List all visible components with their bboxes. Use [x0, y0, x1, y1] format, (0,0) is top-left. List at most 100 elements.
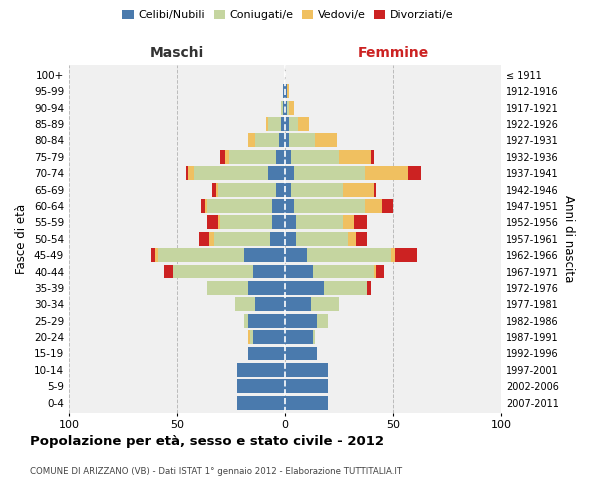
- Bar: [395, 248, 417, 262]
- Bar: [289, 100, 293, 114]
- Bar: [268, 166, 285, 180]
- Text: Maschi: Maschi: [150, 46, 204, 60]
- Bar: [281, 100, 283, 114]
- Bar: [289, 117, 298, 131]
- Bar: [311, 298, 339, 312]
- Bar: [188, 166, 194, 180]
- Y-axis label: Anni di nascita: Anni di nascita: [562, 195, 575, 282]
- Bar: [283, 84, 285, 98]
- Bar: [270, 232, 285, 245]
- Bar: [201, 199, 205, 213]
- Bar: [365, 199, 382, 213]
- Bar: [343, 182, 374, 196]
- Bar: [255, 298, 285, 312]
- Bar: [285, 134, 289, 147]
- Bar: [292, 150, 339, 164]
- Bar: [164, 264, 173, 278]
- Text: COMUNE DI ARIZZANO (VB) - Dati ISTAT 1° gennaio 2012 - Elaborazione TUTTITALIA.I: COMUNE DI ARIZZANO (VB) - Dati ISTAT 1° …: [30, 468, 402, 476]
- Bar: [207, 216, 218, 230]
- Bar: [224, 150, 229, 164]
- Text: Femmine: Femmine: [358, 46, 428, 60]
- Bar: [285, 150, 292, 164]
- Bar: [229, 150, 277, 164]
- Bar: [374, 182, 376, 196]
- Bar: [218, 216, 220, 230]
- Bar: [272, 199, 285, 213]
- Bar: [220, 150, 224, 164]
- Bar: [283, 100, 285, 114]
- Bar: [356, 232, 367, 245]
- Bar: [285, 182, 292, 196]
- Bar: [253, 264, 285, 278]
- Y-axis label: Fasce di età: Fasce di età: [16, 204, 28, 274]
- Bar: [285, 396, 328, 409]
- Bar: [285, 216, 296, 230]
- Bar: [285, 330, 313, 344]
- Bar: [382, 199, 393, 213]
- Bar: [255, 134, 278, 147]
- Bar: [173, 264, 253, 278]
- Bar: [155, 248, 158, 262]
- Bar: [194, 166, 268, 180]
- Bar: [277, 182, 285, 196]
- Bar: [313, 330, 315, 344]
- Bar: [151, 248, 155, 262]
- Bar: [277, 150, 285, 164]
- Bar: [248, 281, 285, 295]
- Bar: [339, 150, 371, 164]
- Bar: [253, 330, 285, 344]
- Bar: [248, 330, 250, 344]
- Bar: [285, 232, 296, 245]
- Bar: [207, 281, 248, 295]
- Bar: [285, 199, 293, 213]
- Bar: [365, 166, 408, 180]
- Bar: [238, 380, 285, 393]
- Bar: [199, 232, 209, 245]
- Bar: [158, 248, 244, 262]
- Text: Popolazione per età, sesso e stato civile - 2012: Popolazione per età, sesso e stato civil…: [30, 435, 384, 448]
- Bar: [220, 216, 272, 230]
- Bar: [298, 117, 309, 131]
- Bar: [216, 182, 218, 196]
- Bar: [289, 134, 315, 147]
- Bar: [278, 134, 285, 147]
- Bar: [285, 248, 307, 262]
- Bar: [354, 216, 367, 230]
- Bar: [293, 199, 365, 213]
- Bar: [371, 150, 374, 164]
- Bar: [212, 182, 216, 196]
- Legend: Celibi/Nubili, Coniugati/e, Vedovi/e, Divorziati/e: Celibi/Nubili, Coniugati/e, Vedovi/e, Di…: [118, 6, 458, 25]
- Bar: [285, 84, 287, 98]
- Bar: [218, 182, 277, 196]
- Bar: [250, 330, 253, 344]
- Bar: [313, 264, 374, 278]
- Bar: [238, 363, 285, 377]
- Bar: [235, 298, 255, 312]
- Bar: [293, 166, 365, 180]
- Bar: [343, 216, 354, 230]
- Bar: [209, 232, 214, 245]
- Bar: [285, 166, 293, 180]
- Bar: [248, 346, 285, 360]
- Bar: [285, 298, 311, 312]
- Bar: [285, 264, 313, 278]
- Bar: [214, 232, 270, 245]
- Bar: [285, 281, 324, 295]
- Bar: [244, 314, 248, 328]
- Bar: [296, 232, 347, 245]
- Bar: [296, 216, 343, 230]
- Bar: [287, 84, 289, 98]
- Bar: [307, 248, 391, 262]
- Bar: [347, 232, 356, 245]
- Bar: [376, 264, 385, 278]
- Bar: [244, 248, 285, 262]
- Bar: [285, 117, 289, 131]
- Bar: [268, 117, 281, 131]
- Bar: [317, 314, 328, 328]
- Bar: [248, 314, 285, 328]
- Bar: [287, 100, 289, 114]
- Bar: [266, 117, 268, 131]
- Bar: [285, 363, 328, 377]
- Bar: [285, 380, 328, 393]
- Bar: [281, 117, 285, 131]
